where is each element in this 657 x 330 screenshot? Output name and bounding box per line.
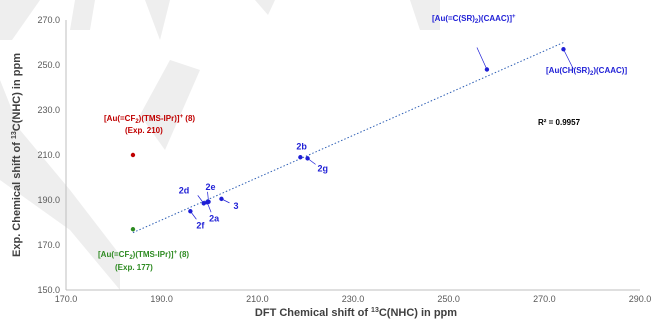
y-tick-label: 190.0 — [37, 195, 60, 205]
point-label-3: 3 — [233, 201, 238, 211]
leader-line — [206, 202, 212, 213]
point-label-2f: 2f — [196, 220, 205, 230]
label-exp-177: (Exp. 177) — [115, 263, 153, 272]
r-squared-label: R² = 0.9957 — [538, 118, 581, 127]
trendline-group — [132, 42, 564, 234]
y-tick-label: 230.0 — [37, 105, 60, 115]
y-axis-title: Exp. Chemical shift of 13C(NHC) in ppm — [11, 53, 23, 257]
x-tick-label: 230.0 — [342, 294, 365, 304]
x-tick-label: 290.0 — [629, 294, 652, 304]
trendline — [132, 42, 564, 234]
y-tick-label: 170.0 — [37, 240, 60, 250]
label-exp-210: (Exp. 210) — [125, 126, 163, 135]
x-tick-label: 190.0 — [150, 294, 173, 304]
leader-line — [197, 195, 205, 204]
y-tick-label: 210.0 — [37, 150, 60, 160]
leader-line — [476, 47, 488, 70]
background-watermark — [0, 0, 440, 290]
label-au-csr2-caac-cation: [Au(=C(SR)2)(CAAC)]+ — [432, 14, 516, 25]
point-label-2b: 2b — [296, 141, 307, 151]
data-point — [130, 152, 136, 158]
y-tick-label: 270.0 — [37, 15, 60, 25]
data-point — [130, 227, 136, 232]
axes: 150.0170.0190.0210.0230.0250.0270.0170.0… — [37, 15, 651, 304]
leader-line — [221, 198, 230, 204]
x-axis-title: DFT Chemical shift of 13C(NHC) in ppm — [255, 307, 457, 319]
point-label-2d: 2d — [179, 185, 190, 195]
leader-line — [563, 49, 574, 70]
leader-line — [190, 211, 197, 220]
leader-line — [307, 158, 316, 165]
label-au-cf2-exp177: [Au(=CF2)(TMS-IPr)]+ (8) — [98, 250, 189, 261]
x-tick-label: 250.0 — [437, 294, 460, 304]
point-label-2a: 2a — [209, 213, 220, 223]
label-au-chsr2-caac: [Au(CH(SR)2)(CAAC)] — [546, 66, 627, 77]
data-point — [298, 155, 303, 160]
y-tick-label: 250.0 — [37, 60, 60, 70]
x-tick-label: 270.0 — [533, 294, 556, 304]
annotations: 2a 2b 2d 2e 2f 2g 3 [Au(=C(SR)2)(CAAC)]+ [Au(CH(… — [98, 14, 627, 272]
x-tick-label: 210.0 — [246, 294, 269, 304]
point-label-2e: 2e — [206, 182, 216, 192]
y-tick-label: 150.0 — [37, 285, 60, 295]
label-au-cf2-exp210: [Au(=CF2)(TMS-IPr)]+ (8) — [104, 114, 195, 125]
x-tick-label: 170.0 — [55, 294, 78, 304]
leader-line — [207, 191, 209, 202]
point-label-2g: 2g — [318, 163, 329, 173]
